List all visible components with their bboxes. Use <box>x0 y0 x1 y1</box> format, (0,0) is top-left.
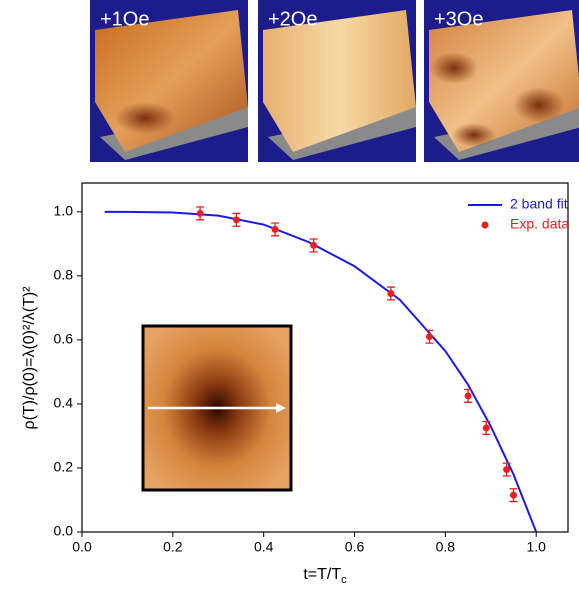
vortex-dip <box>452 123 496 147</box>
y-tick-label: 0.8 <box>54 267 74 283</box>
panel-surface <box>263 10 416 152</box>
data-point <box>509 491 517 499</box>
data-point <box>464 392 472 400</box>
vortex-dip <box>513 87 565 123</box>
x-tick-label: 1.0 <box>526 539 546 555</box>
panel-label: +2Oe <box>268 8 317 30</box>
y-tick-label: 0.0 <box>54 523 74 539</box>
x-tick-label: 0.0 <box>72 539 92 555</box>
y-tick-label: 0.4 <box>54 395 74 411</box>
y-tick-label: 0.2 <box>54 459 74 475</box>
vortex-dip <box>430 52 478 84</box>
fit-line <box>104 210 538 533</box>
data-point <box>387 289 395 297</box>
x-tick-label: 0.6 <box>345 539 365 555</box>
legend-label: Exp. data <box>510 216 569 232</box>
x-tick-label: 0.4 <box>254 539 274 555</box>
vortex-dip <box>115 102 175 134</box>
y-tick-label: 0.6 <box>54 331 74 347</box>
x-axis-label: t=T/Tc <box>303 566 347 586</box>
legend-marker <box>481 221 489 229</box>
x-tick-label: 0.8 <box>436 539 456 555</box>
panel-label: +3Oe <box>434 8 483 30</box>
data-point <box>482 424 490 432</box>
data-point <box>310 241 318 249</box>
x-label-sub: c <box>341 574 347 586</box>
x-label-main: t=T/T <box>303 566 341 583</box>
legend-label: 2 band fit <box>510 196 568 212</box>
inset <box>141 324 293 492</box>
y-tick-label: 1.0 <box>54 203 74 219</box>
data-point <box>425 333 433 341</box>
data-point <box>196 209 204 217</box>
x-tick-label: 0.2 <box>163 539 183 555</box>
data-point <box>232 216 240 224</box>
y-axis-label: ρ(T)/ρ(0)=λ(0)²/λ(T)² <box>21 286 38 430</box>
plot-frame <box>81 182 569 533</box>
data-point <box>271 225 279 233</box>
data-point <box>503 466 511 474</box>
panels: +1Oe +2Oe +3Oe <box>90 0 579 162</box>
inset-arrowhead <box>276 403 286 413</box>
panel-label: +1Oe <box>100 8 149 30</box>
